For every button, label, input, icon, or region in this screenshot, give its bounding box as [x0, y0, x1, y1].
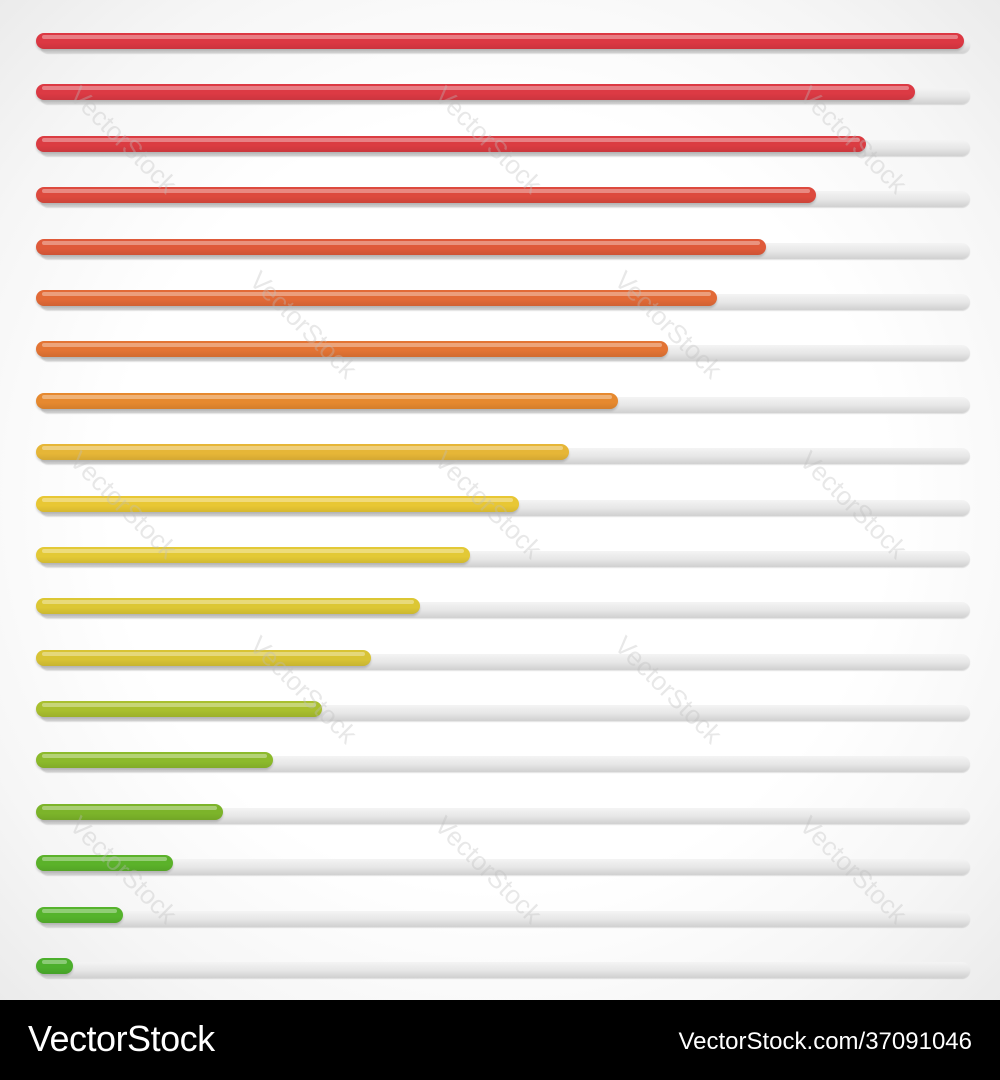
progress-bar — [36, 906, 970, 927]
progress-bar — [36, 444, 970, 465]
progress-bar — [36, 598, 970, 619]
progress-bar — [36, 84, 970, 105]
progress-bar — [36, 649, 970, 670]
progress-bar — [36, 187, 970, 208]
progress-fill — [36, 33, 964, 49]
progress-bar — [36, 701, 970, 722]
progress-bar — [36, 289, 970, 310]
progress-bar — [36, 495, 970, 516]
progress-bar — [36, 135, 970, 156]
progress-track — [40, 807, 970, 824]
progress-fill — [36, 701, 322, 718]
progress-track — [40, 962, 970, 979]
progress-fill — [36, 341, 668, 358]
progress-fill — [36, 187, 816, 204]
progress-track — [40, 859, 970, 876]
progress-fill — [36, 392, 618, 409]
progress-fill — [36, 803, 223, 820]
footer-bar: VectorStock VectorStock.com/37091046 — [0, 1000, 1000, 1080]
progress-fill — [36, 238, 766, 255]
progress-fill — [36, 546, 470, 563]
progress-fill — [36, 495, 519, 512]
progress-fill — [36, 752, 273, 769]
progress-fill — [36, 649, 371, 666]
progress-bar — [36, 341, 970, 362]
progress-bar — [36, 238, 970, 259]
progress-bar — [36, 855, 970, 876]
progress-bar — [36, 958, 970, 979]
progress-fill — [36, 84, 915, 101]
progress-fill — [36, 289, 717, 306]
progress-fill — [36, 598, 420, 615]
progress-fill — [36, 135, 866, 152]
footer-reference: VectorStock.com/37091046 — [678, 1028, 972, 1055]
progress-bar — [36, 546, 970, 567]
progress-bar — [36, 803, 970, 824]
progress-fill — [36, 958, 73, 975]
progress-bar — [36, 392, 970, 413]
footer-brand-logo: VectorStock — [28, 1018, 215, 1059]
progress-bar — [36, 33, 970, 53]
progress-bars-canvas: VectorStock VectorStock VectorStock VectorS… — [0, 0, 1000, 1000]
progress-fill — [36, 444, 569, 461]
progress-bar — [36, 752, 970, 773]
progress-fill — [36, 906, 123, 923]
progress-fill — [36, 855, 173, 872]
progress-track — [40, 910, 970, 927]
progress-bar-list — [36, 33, 970, 1000]
